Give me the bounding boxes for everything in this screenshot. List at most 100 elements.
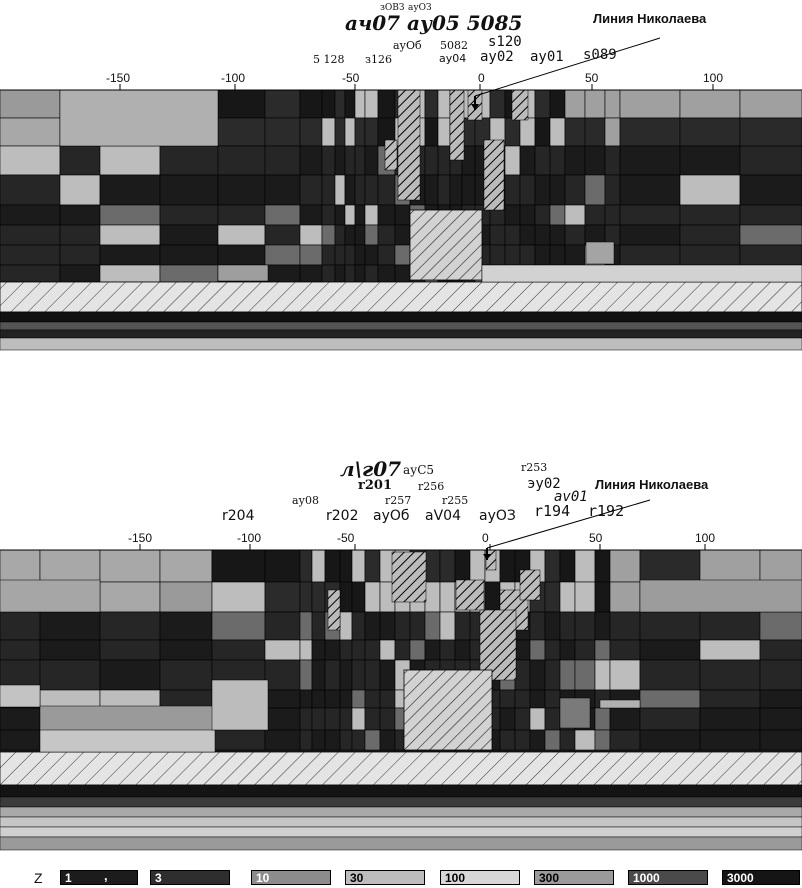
section-cell — [324, 659, 341, 691]
legend-swatch: 10 — [251, 870, 331, 885]
section-cell — [211, 611, 266, 641]
section-cell — [609, 549, 641, 583]
section-cell — [264, 659, 301, 691]
section-cell — [299, 244, 323, 266]
section-cell — [504, 117, 521, 147]
section-cell — [559, 581, 576, 613]
layer-stripe — [0, 806, 802, 818]
section-cell — [379, 689, 396, 709]
x-tick-label: 100 — [695, 531, 716, 545]
section-cell — [264, 244, 301, 266]
section-cell — [264, 89, 301, 119]
well-label: r192 — [588, 502, 625, 520]
resistivity-section-2 — [0, 499, 802, 851]
section-cell — [351, 707, 366, 731]
hatched-column — [397, 89, 421, 201]
section-cell — [679, 204, 741, 226]
legend-swatch: 3000 — [722, 870, 800, 885]
section-cell — [354, 204, 366, 226]
well-label: ау01 — [530, 49, 564, 65]
section-cell — [639, 579, 802, 613]
section-cell — [739, 244, 802, 266]
section-cell — [639, 659, 701, 691]
section-cell — [679, 224, 741, 246]
legend-swatch: 300 — [534, 870, 614, 885]
section-cell — [379, 611, 396, 641]
section-cell — [439, 639, 456, 661]
section-cell — [217, 89, 266, 119]
section-cell — [619, 224, 681, 246]
section-cell — [377, 264, 396, 283]
section-cell — [484, 581, 501, 613]
section-cell — [394, 244, 411, 266]
section-cell — [299, 659, 313, 691]
section-cell — [339, 611, 353, 641]
hatched-column — [449, 89, 465, 161]
section-cell — [504, 244, 521, 266]
section-cell — [564, 174, 586, 206]
section-cell — [437, 145, 451, 176]
well-label: r255 — [442, 494, 469, 507]
section-cell — [364, 659, 381, 691]
legend-prefix: Z — [34, 870, 43, 886]
section-cell — [594, 707, 611, 731]
section-cell — [759, 707, 802, 731]
section-cell — [559, 549, 576, 583]
section-cell — [354, 264, 366, 283]
section-cell — [574, 611, 596, 641]
well-label: s120 — [488, 34, 522, 50]
section-cell — [324, 707, 341, 731]
section-cell — [364, 145, 379, 176]
well-label: r202 — [326, 508, 359, 524]
section-cell — [351, 659, 366, 691]
section-cell — [0, 89, 61, 119]
section-cell — [424, 639, 441, 661]
section-cell — [489, 224, 506, 246]
well-label: зОВЗ — [380, 3, 405, 13]
section-cell — [211, 679, 269, 731]
section-cell — [639, 707, 701, 731]
section-cell — [59, 89, 219, 147]
hatched-column — [327, 589, 341, 631]
section-cell — [364, 89, 379, 119]
section-cell — [534, 174, 551, 206]
layer-stripe — [0, 329, 802, 339]
section-cell — [529, 611, 546, 641]
section-cell — [159, 549, 213, 583]
section-cell — [364, 264, 379, 283]
section-cell — [394, 204, 411, 226]
section-cell — [619, 117, 681, 147]
x-tick-label: 0 — [478, 71, 485, 85]
section-cell — [739, 204, 802, 226]
section-cell — [549, 174, 566, 206]
section-cell — [679, 117, 741, 147]
section-cell — [454, 611, 471, 641]
section-cell — [699, 611, 761, 641]
section-cell — [159, 639, 213, 661]
section-cell — [504, 204, 521, 226]
section-cell — [351, 689, 366, 709]
section-cell — [321, 204, 336, 226]
section-cell — [39, 549, 101, 583]
section-cell — [514, 659, 531, 691]
section-cell — [311, 729, 326, 751]
section-cell — [344, 174, 356, 206]
section-cell — [409, 639, 426, 661]
section-cell — [299, 689, 313, 709]
section-cell — [39, 689, 101, 709]
section-cell — [264, 174, 301, 206]
section-cell — [99, 581, 161, 613]
x-tick-label: -50 — [337, 531, 355, 545]
section-cell — [364, 174, 379, 206]
section-cell — [339, 729, 353, 751]
section-cell — [564, 224, 586, 246]
section-cell — [299, 549, 313, 583]
x-tick-label: -100 — [237, 531, 262, 545]
nikolaev-line-label: Линия Николаева — [595, 477, 709, 492]
section-cell — [424, 89, 439, 119]
section-cell — [549, 117, 566, 147]
section-cell — [324, 549, 341, 583]
section-cell — [519, 204, 536, 226]
section-cell — [519, 174, 536, 206]
layer-stripe — [0, 836, 802, 851]
